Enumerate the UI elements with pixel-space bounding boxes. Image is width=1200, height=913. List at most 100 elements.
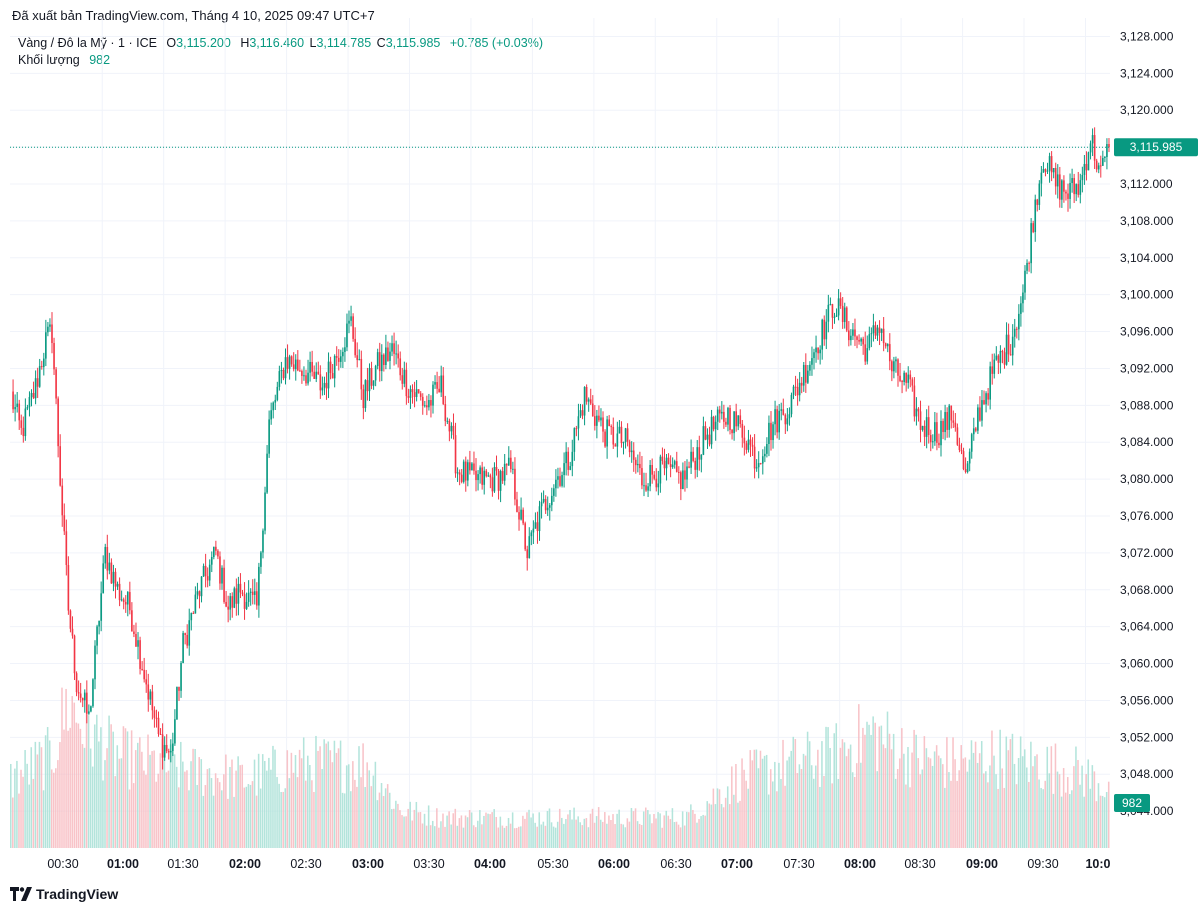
volume-bar [261,754,264,848]
volume-bar [67,730,69,848]
volume-bar [71,696,73,848]
volume-bar [137,742,139,848]
candle-body [1085,163,1088,171]
volume-bar [618,809,620,848]
candle-body [315,371,318,379]
volume-bar [450,824,452,848]
volume-bar [1064,792,1067,848]
tradingview-logo-icon [10,887,32,901]
volume-bar [63,729,65,848]
volume-bar [511,812,514,848]
candle-body [1048,156,1051,171]
volume-badge-label: 982 [1122,796,1142,810]
volume-bar [1015,784,1018,848]
volume-bar [264,760,266,848]
candle-body [428,400,430,408]
volume-bar [239,765,241,848]
candle-body [217,550,219,557]
candle-body [272,402,275,411]
volume-bar [987,782,989,848]
candle-body [51,324,53,344]
candle-body [917,408,920,412]
volume-bar [1077,760,1079,848]
volume-bar [489,814,491,848]
candle-body [1102,158,1104,166]
candle-body [296,359,299,371]
volume-bar [665,810,668,848]
volume-bar [532,813,534,848]
volume-bar [812,778,815,848]
high-value: 3,116.460 [249,36,305,50]
volume-bar [409,801,411,848]
volume-bar [466,817,469,848]
y-tick-label: 3,088.000 [1120,398,1174,412]
volume-bar [55,768,57,848]
low-label: L [309,36,317,50]
volume-bar [567,814,569,848]
volume-bar [731,766,733,848]
candle-body [481,467,483,485]
candle-body [276,386,279,400]
candle-body [1054,168,1057,187]
volume-bar [581,825,584,848]
volume-bar [317,750,319,848]
volume-bar [563,823,565,848]
volume-bar [333,740,336,848]
brand-footer[interactable]: TradingView [10,886,118,902]
change-value: +0.785 (+0.03%) [449,36,543,50]
symbol-title[interactable]: Vàng / Đô la Mỹ · 1 · ICE [18,36,157,50]
candle-body [872,325,875,334]
volume-bar [300,758,303,848]
candle-body [665,457,668,469]
volume-bar [65,688,67,848]
volume-bar [780,778,782,848]
candle-body [985,393,987,405]
candle-body [426,405,428,408]
volume-bar [243,787,246,848]
volume-label[interactable]: Khối lượng [18,53,80,67]
x-tick-label: 06:30 [660,857,691,871]
volume-bar [599,819,602,848]
volume-bar [604,812,606,848]
volume-bar [833,733,835,848]
candle-body [53,343,55,370]
candle-body [792,386,795,395]
volume-bar [1075,746,1077,848]
volume-bar [1017,758,1020,848]
volume-bar [360,777,362,848]
candle-body [81,697,84,701]
volume-bar [159,753,162,848]
volume-bar [479,810,481,848]
volume-bar [587,827,590,848]
candle-body [1079,180,1082,195]
volume-bar [544,825,547,848]
volume-bar [925,748,928,848]
volume-bar [1093,771,1096,848]
candle-body [897,359,899,376]
candle-body [321,387,324,391]
candle-body [1050,156,1053,173]
candle-body [700,454,703,460]
candle-body [182,633,184,663]
volume-bar [141,751,143,848]
candle-body [610,426,613,428]
volume-bar [24,750,26,848]
volume-bar [1058,774,1061,848]
candle-body [944,412,946,433]
volume-bar [294,755,297,848]
candle-body [886,344,889,347]
volume-bar [724,797,727,848]
volume-bar [83,747,86,848]
candle-body [260,552,262,567]
volume-bar [331,762,334,848]
candle-body [403,369,406,384]
volume-bar [147,734,149,848]
volume-bar [579,822,581,848]
candle-body [536,522,539,532]
volume-bar [825,726,827,848]
candle-body [542,498,545,502]
volume-bar [190,761,192,848]
candle-body [450,425,453,432]
volume-bar [907,747,909,848]
